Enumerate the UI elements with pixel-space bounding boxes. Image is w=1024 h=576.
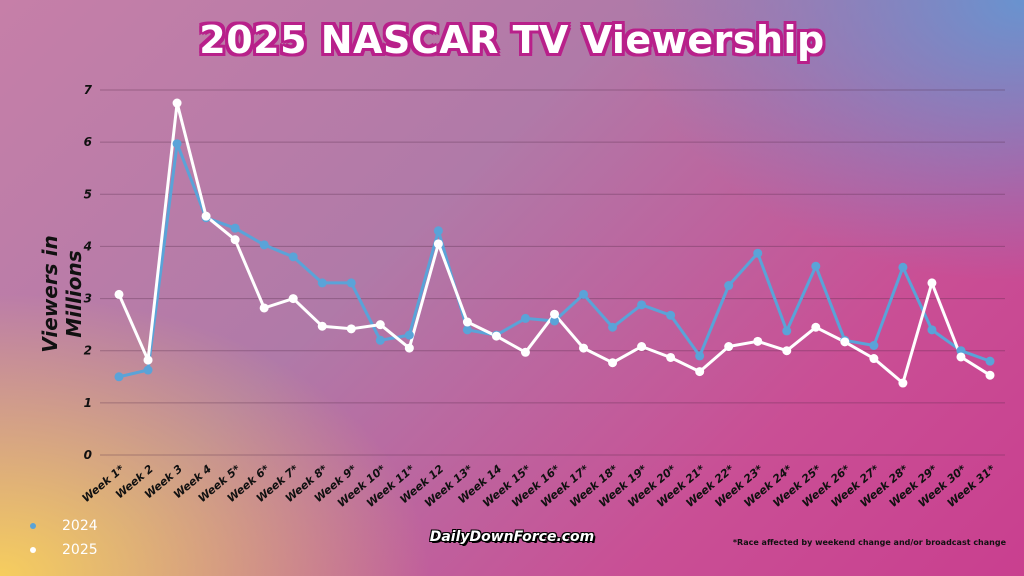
y-tick-labels: 0 1 2 3 4 5 6 7 <box>83 83 93 462</box>
legend-marker-2025 <box>30 547 36 553</box>
series-lines <box>117 101 991 385</box>
point-2025-6 <box>259 303 269 313</box>
legend-marker-2024 <box>30 523 36 529</box>
point-2024-6 <box>259 240 269 250</box>
point-2024-7 <box>288 252 298 262</box>
point-2025-17 <box>579 343 589 353</box>
point-2024-23 <box>753 248 763 258</box>
series-line-2025 <box>117 101 991 385</box>
point-2025-2 <box>143 355 153 365</box>
y-tick-1: 1 <box>84 396 92 410</box>
point-2025-19 <box>637 342 647 352</box>
legend-item-2025: 2025 <box>30 538 98 562</box>
series-points <box>114 98 995 388</box>
series-line-2024 <box>118 142 991 379</box>
point-2025-18 <box>608 358 618 368</box>
point-2025-31 <box>985 370 995 380</box>
point-2025-13 <box>462 317 472 327</box>
y-tick-0: 0 <box>84 448 92 462</box>
point-2024-11 <box>404 330 414 340</box>
point-2025-28 <box>898 378 908 388</box>
y-tick-3: 3 <box>84 292 92 306</box>
point-2025-5 <box>230 235 240 245</box>
point-2025-29 <box>927 278 937 288</box>
y-tick-6: 6 <box>84 135 92 149</box>
point-2024-2 <box>143 365 153 375</box>
point-2025-20 <box>666 352 676 362</box>
point-2025-8 <box>317 321 327 331</box>
point-2025-10 <box>375 320 385 330</box>
point-2024-21 <box>695 351 705 361</box>
point-2024-18 <box>608 322 618 332</box>
point-2024-28 <box>898 262 908 272</box>
point-2025-23 <box>753 336 763 346</box>
point-2024-24 <box>782 326 792 336</box>
point-2025-9 <box>346 324 356 334</box>
legend-item-2024: 2024 <box>30 514 98 538</box>
point-2025-4 <box>201 211 211 221</box>
point-2024-16 <box>550 316 559 326</box>
point-2025-1 <box>114 289 124 299</box>
point-2024-25 <box>811 261 821 271</box>
point-2025-14 <box>491 331 501 341</box>
point-2025-16 <box>550 309 559 319</box>
point-2024-3 <box>172 139 182 149</box>
point-2024-8 <box>317 278 327 288</box>
point-2025-26 <box>840 337 850 347</box>
point-2025-25 <box>811 322 821 332</box>
point-2025-15 <box>520 347 530 357</box>
point-2025-30 <box>956 352 966 362</box>
logo-text: DailyDownForce.com <box>429 529 595 545</box>
point-2024-13 <box>462 325 472 335</box>
footnote: *Race affected by weekend change and/or … <box>732 538 1006 547</box>
point-2024-22 <box>724 281 734 291</box>
point-2024-9 <box>346 278 356 288</box>
point-2024-20 <box>666 310 676 320</box>
point-2024-17 <box>579 289 589 299</box>
chart-title: 2025 NASCAR TV Viewership <box>199 18 825 62</box>
grid-lines <box>100 89 1005 456</box>
point-2025-7 <box>288 294 298 304</box>
point-2024-15 <box>520 313 530 323</box>
point-2024-30 <box>956 346 966 356</box>
point-2025-11 <box>404 343 414 353</box>
y-tick-2: 2 <box>84 344 92 358</box>
point-2025-24 <box>782 346 792 356</box>
point-2025-21 <box>695 367 705 377</box>
y-tick-5: 5 <box>84 187 92 201</box>
point-2024-10 <box>375 335 385 345</box>
point-2025-27 <box>869 354 879 364</box>
point-2024-27 <box>869 341 879 350</box>
legend: 2024 2025 <box>30 514 98 562</box>
legend-label-2024: 2024 <box>62 518 98 534</box>
point-2025-12 <box>433 239 443 249</box>
point-2025-3 <box>172 98 182 108</box>
y-tick-7: 7 <box>84 83 93 97</box>
point-2024-31 <box>985 356 995 366</box>
point-2024-29 <box>927 325 937 335</box>
legend-label-2025: 2025 <box>62 542 98 558</box>
point-2024-5 <box>230 223 240 233</box>
point-2024-19 <box>637 300 647 310</box>
point-2024-1 <box>114 372 124 382</box>
point-2024-12 <box>433 226 443 236</box>
y-tick-4: 4 <box>83 239 92 253</box>
point-2025-22 <box>724 342 734 352</box>
